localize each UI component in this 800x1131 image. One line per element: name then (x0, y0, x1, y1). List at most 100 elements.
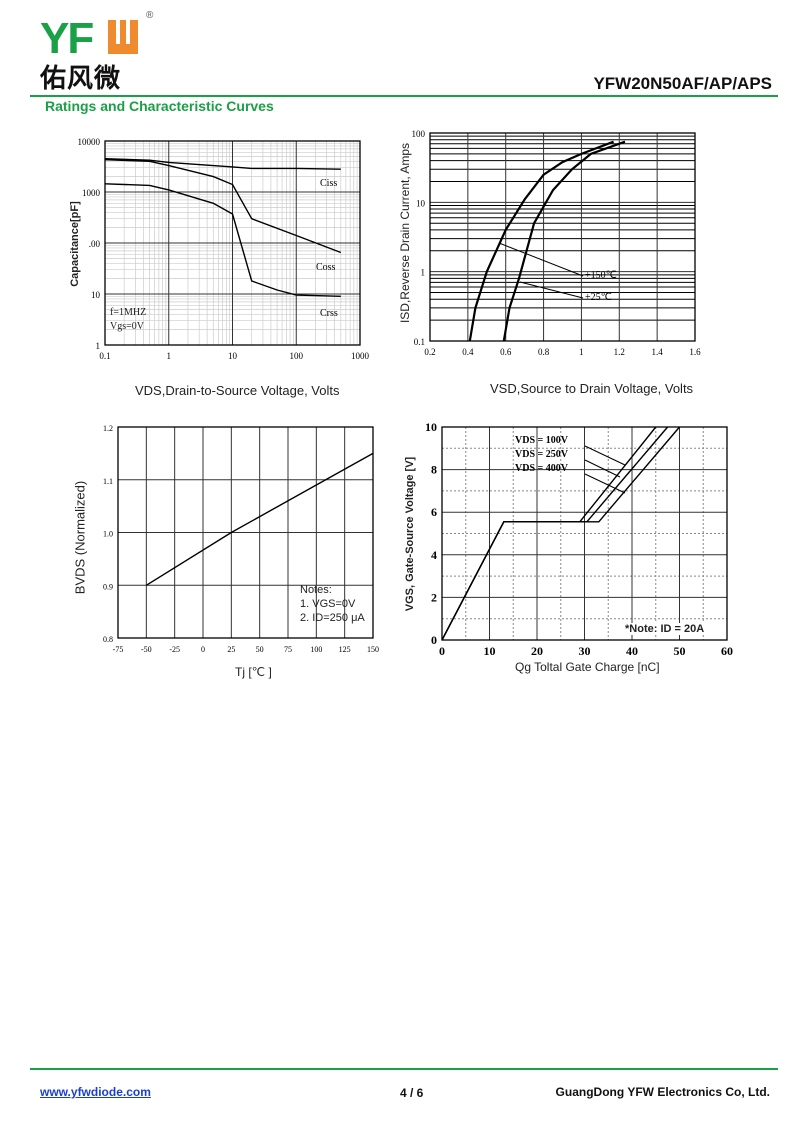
y-tick-label: 0.8 (103, 635, 113, 644)
notes-title: Notes: (300, 584, 332, 596)
chart4-xlabel: Qg Toltal Gate Charge [nC] (515, 660, 660, 674)
y-tick-label: 6 (431, 505, 437, 519)
x-tick-label: 25 (227, 645, 235, 654)
series-line-2 (502, 140, 626, 342)
website-link[interactable]: www.yfwdiode.com (40, 1085, 151, 1099)
y-tick-label: 1.0 (103, 530, 113, 539)
series-line-1 (145, 452, 374, 586)
plot-frame (441, 426, 728, 641)
series-label: VDS = 400V (515, 463, 569, 474)
x-tick-label: 0.6 (500, 347, 512, 357)
header-divider (30, 95, 778, 97)
chart3-xlabel: Tj [℃ ] (235, 665, 272, 679)
series-arrow (584, 445, 626, 466)
x-tick-label: -75 (113, 645, 124, 654)
y-tick-label: 1 (421, 268, 426, 278)
chart1-xlabel: VDS,Drain-to-Source Voltage, Volts (135, 383, 340, 398)
y-tick-label: 2 (431, 590, 437, 604)
note-1: 1. VGS=0V (300, 598, 356, 610)
x-tick-label: 100 (290, 351, 304, 361)
registered-mark: ® (146, 10, 154, 21)
x-tick-label: 125 (339, 645, 351, 654)
arrow-150c (498, 242, 584, 277)
series-label: VDS = 100V (515, 435, 569, 446)
footer-divider (30, 1068, 778, 1070)
series-label: +150℃ (585, 270, 617, 281)
x-tick-label: 0 (439, 644, 445, 658)
logo-chinese: 佑风微 (40, 63, 122, 93)
arrow-25c (519, 281, 584, 299)
y-tick-label: 0.1 (414, 337, 425, 347)
chart2-xlabel: VSD,Source to Drain Voltage, Volts (490, 381, 694, 396)
x-tick-label: 20 (531, 644, 543, 658)
x-tick-label: 1.6 (689, 347, 701, 357)
chart3-notes: Notes: 1. VGS=0V 2. ID=250 μA (300, 583, 365, 625)
x-tick-label: 0.2 (424, 347, 435, 357)
y-tick-label: 100 (412, 129, 426, 139)
x-tick-label: 0.1 (99, 351, 110, 361)
freq-annotation: f=1MHZ (110, 307, 147, 318)
y-tick-label: 8 (431, 463, 437, 477)
y-tick-label: 1.2 (103, 424, 113, 433)
x-tick-label: 1 (167, 351, 172, 361)
x-tick-label: 1 (579, 347, 584, 357)
chart2-ylabel: ISD,Reverse Drain Current, Amps (398, 142, 412, 324)
y-tick-label: 1 (96, 341, 101, 351)
series-label: Ciss (320, 178, 337, 189)
y-tick-label: 1000 (82, 188, 101, 198)
part-number: YFW20N50AF/AP/APS (593, 74, 772, 93)
series-line-2 (104, 159, 342, 254)
note-2: 2. ID=250 μA (300, 612, 365, 624)
x-tick-label: 0.8 (538, 347, 550, 357)
series-arrow (584, 473, 626, 494)
x-tick-label: 10 (484, 644, 496, 658)
section-title: Ratings and Characteristic Curves (45, 98, 274, 114)
series-line-1 (468, 140, 614, 342)
y-tick-label: 1.1 (103, 477, 113, 486)
series-label: VDS = 250V (515, 449, 569, 460)
x-tick-label: 1.2 (614, 347, 625, 357)
y-tick-label: 0.9 (103, 582, 113, 591)
vgs-annotation: Vgs=0V (110, 321, 144, 332)
x-tick-label: 40 (626, 644, 638, 658)
y-tick-label: 10 (416, 198, 426, 208)
page-number: 4 / 6 (400, 1086, 424, 1100)
series-label: Crss (320, 308, 338, 319)
x-tick-label: 0.4 (462, 347, 474, 357)
series-arrow (584, 459, 621, 478)
y-tick-label: 10000 (78, 137, 101, 147)
x-tick-label: 1000 (351, 351, 370, 361)
plot-frame (429, 132, 696, 342)
series-line-1 (104, 158, 341, 170)
series-label: +25℃ (585, 292, 612, 303)
x-tick-label: 75 (284, 645, 292, 654)
x-tick-label: 50 (674, 644, 686, 658)
series-line-3 (441, 426, 681, 641)
y-tick-label: 10 (91, 290, 101, 300)
x-tick-label: 50 (256, 645, 264, 654)
x-tick-label: 60 (721, 644, 733, 658)
x-tick-label: 0 (201, 645, 205, 654)
y-tick-label: .00 (89, 239, 101, 249)
x-tick-label: -25 (169, 645, 180, 654)
y-tick-label: 10 (425, 420, 437, 434)
company-name: GuangDong YFW Electronics Co, Ltd. (555, 1085, 770, 1099)
x-tick-label: -50 (141, 645, 152, 654)
series-label: Coss (316, 262, 336, 273)
plot-frame (117, 426, 374, 639)
x-tick-label: 150 (367, 645, 379, 654)
logo-w-mark (108, 20, 138, 54)
logo-yf: YF (40, 14, 94, 63)
x-tick-label: 1.4 (652, 347, 664, 357)
series-line-3 (104, 183, 341, 297)
x-tick-label: 30 (579, 644, 591, 658)
x-tick-label: 10 (228, 351, 238, 361)
y-tick-label: 4 (431, 548, 437, 562)
chart1-ylabel: Capacitance[pF] (69, 201, 81, 287)
chart3-ylabel: BVDS (Normalized) (72, 480, 88, 595)
chart4-ylabel: VGS, Gate-Source Voltage [V] (404, 456, 416, 612)
chart4-note: *Note: ID = 20A (625, 623, 705, 635)
chart1-conditions: f=1MHZ Vgs=0V (110, 306, 146, 334)
